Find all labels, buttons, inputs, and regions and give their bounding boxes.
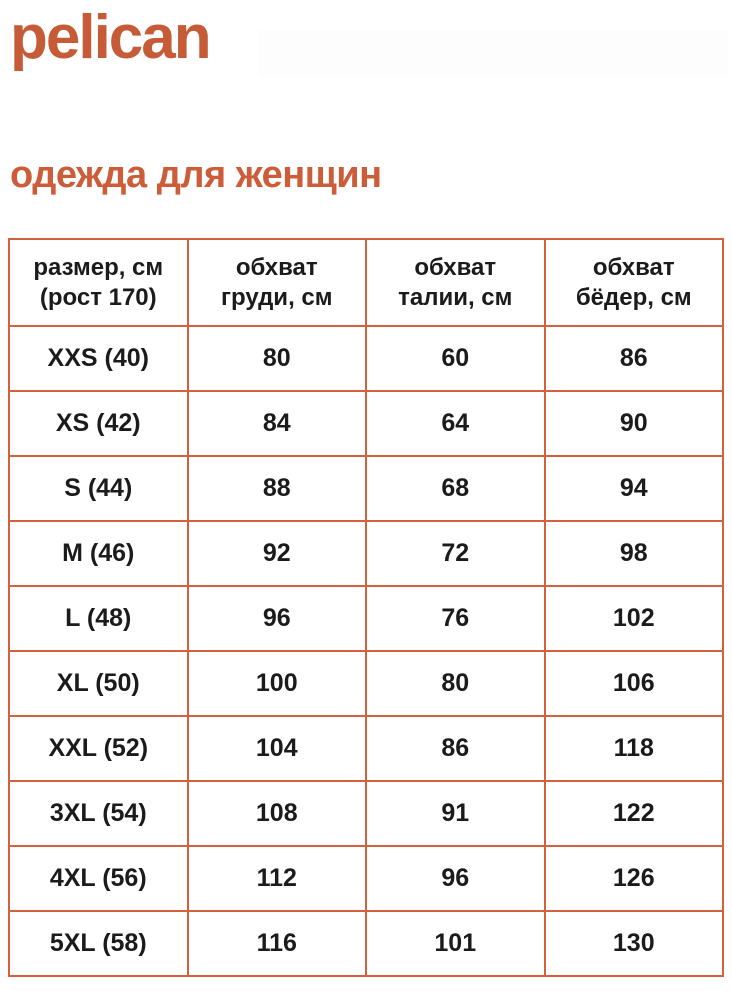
table-row: 5XL (58) 116 101 130 — [8, 910, 724, 977]
size-cell: L (48) — [8, 585, 189, 652]
header-chest: обхват груди, см — [186, 238, 367, 327]
hips-cell: 94 — [543, 455, 724, 522]
size-cell: XS (42) — [8, 390, 189, 457]
hips-cell: 118 — [543, 715, 724, 782]
size-cell: XXL (52) — [8, 715, 189, 782]
hips-cell: 106 — [543, 650, 724, 717]
size-cell: XXS (40) — [8, 325, 189, 392]
hips-cell: 86 — [543, 325, 724, 392]
brand-logo: pelican — [10, 3, 212, 72]
header-size: размер, см (рост 170) — [8, 238, 189, 327]
hips-cell: 130 — [543, 910, 724, 977]
waist-cell: 86 — [365, 715, 546, 782]
size-chart-table: размер, см (рост 170) обхват груди, см о… — [8, 238, 724, 977]
waist-cell: 64 — [365, 390, 546, 457]
table-row: S (44) 88 68 94 — [8, 455, 724, 522]
chest-cell: 96 — [186, 585, 367, 652]
size-cell: M (46) — [8, 520, 189, 587]
waist-cell: 96 — [365, 845, 546, 912]
waist-cell: 72 — [365, 520, 546, 587]
table-row: 4XL (56) 112 96 126 — [8, 845, 724, 912]
waist-cell: 68 — [365, 455, 546, 522]
hips-cell: 98 — [543, 520, 724, 587]
table-header-row: размер, см (рост 170) обхват груди, см о… — [8, 238, 724, 327]
size-cell: S (44) — [8, 455, 189, 522]
header-waist: обхват талии, см — [365, 238, 546, 327]
waist-cell: 101 — [365, 910, 546, 977]
waist-cell: 91 — [365, 780, 546, 847]
hips-cell: 126 — [543, 845, 724, 912]
table-row: XL (50) 100 80 106 — [8, 650, 724, 717]
hips-cell: 90 — [543, 390, 724, 457]
size-cell: 4XL (56) — [8, 845, 189, 912]
chest-cell: 104 — [186, 715, 367, 782]
chest-cell: 116 — [186, 910, 367, 977]
table-row: XXL (52) 104 86 118 — [8, 715, 724, 782]
chest-cell: 80 — [186, 325, 367, 392]
size-cell: 3XL (54) — [8, 780, 189, 847]
faint-watermark — [258, 30, 728, 76]
table-row: L (48) 96 76 102 — [8, 585, 724, 652]
chest-cell: 108 — [186, 780, 367, 847]
waist-cell: 80 — [365, 650, 546, 717]
table-row: XXS (40) 80 60 86 — [8, 325, 724, 392]
chest-cell: 100 — [186, 650, 367, 717]
header-hips: обхват бёдер, см — [543, 238, 724, 327]
chest-cell: 88 — [186, 455, 367, 522]
table-row: M (46) 92 72 98 — [8, 520, 724, 587]
table-row: XS (42) 84 64 90 — [8, 390, 724, 457]
hips-cell: 102 — [543, 585, 724, 652]
table-row: 3XL (54) 108 91 122 — [8, 780, 724, 847]
waist-cell: 76 — [365, 585, 546, 652]
waist-cell: 60 — [365, 325, 546, 392]
size-cell: XL (50) — [8, 650, 189, 717]
chest-cell: 84 — [186, 390, 367, 457]
hips-cell: 122 — [543, 780, 724, 847]
chest-cell: 112 — [186, 845, 367, 912]
page-title: одежда для женщин — [10, 154, 382, 196]
chest-cell: 92 — [186, 520, 367, 587]
size-cell: 5XL (58) — [8, 910, 189, 977]
